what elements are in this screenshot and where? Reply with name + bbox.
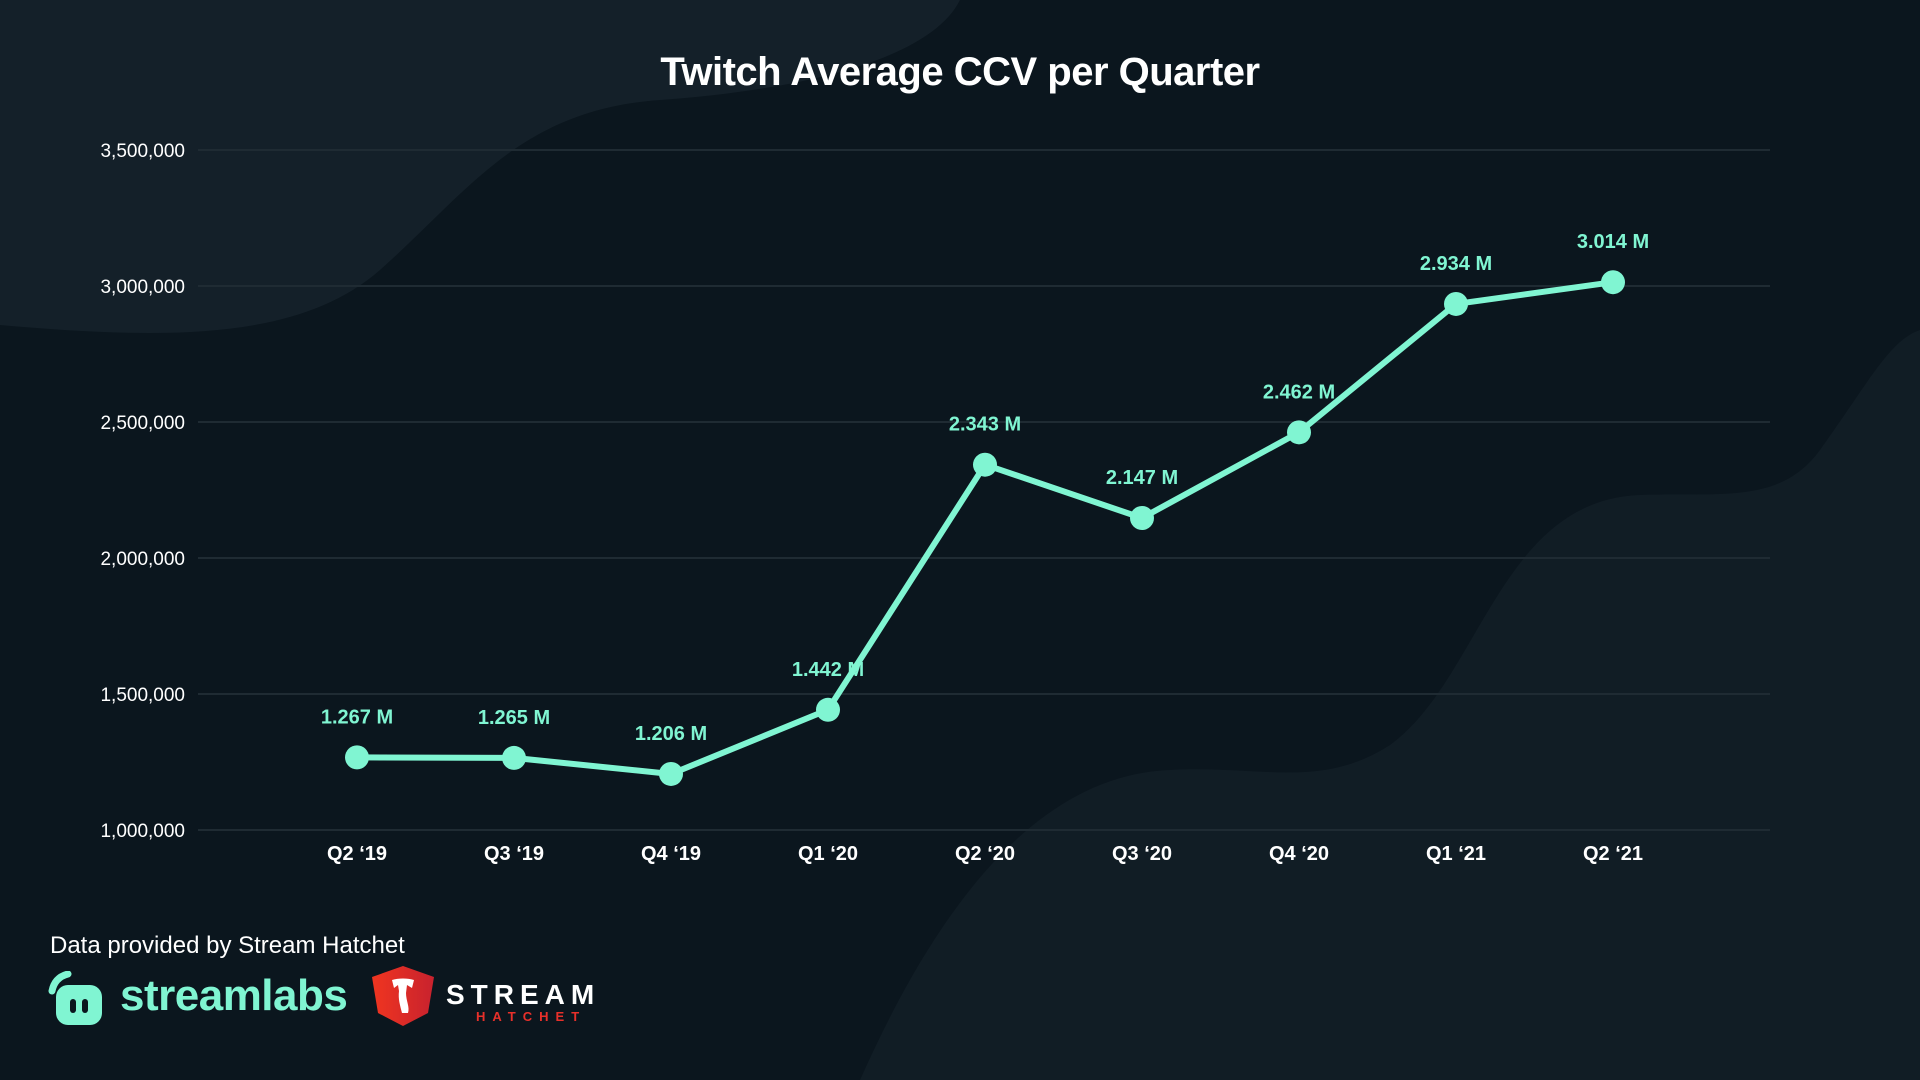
data-label: 2.934 M [1420, 253, 1492, 275]
data-label: 2.343 M [949, 414, 1021, 436]
data-point [1601, 270, 1625, 295]
x-tick-label: Q3 ‘19 [484, 843, 544, 865]
stream-hatchet-logo-text-stream: STREAM [446, 979, 601, 1010]
bg-wave-top-left [0, 0, 960, 333]
data-points [345, 270, 1625, 786]
y-axis-ticks: 1,000,000 1,500,000 2,000,000 2,500,000 3,00… [100, 141, 185, 842]
x-tick-label: Q2 ‘20 [955, 843, 1015, 865]
data-point [1287, 420, 1311, 445]
streamlabs-logo-text: streamlabs [120, 971, 348, 1020]
y-tick-label: 1,000,000 [100, 821, 185, 842]
series-line-layer [356, 279, 1614, 777]
x-tick-label: Q3 ‘20 [1112, 843, 1172, 865]
x-axis-ticks: Q2 ‘19 Q3 ‘19 Q4 ‘19 Q1 ‘20 Q2 ‘20 Q3 ‘20 Q4 ‘… [327, 843, 1643, 865]
data-label: 2.147 M [1106, 467, 1178, 489]
data-point [1130, 506, 1154, 531]
data-point [973, 452, 997, 477]
chart-title: Twitch Average CCV per Quarter [660, 50, 1260, 94]
bg-wave-bottom-right [860, 330, 1920, 1080]
data-point [502, 745, 526, 770]
data-label: 1.442 M [792, 659, 864, 681]
x-tick-label: Q1 ‘21 [1426, 843, 1486, 865]
data-labels: 1.267 M 1.265 M 1.206 M 1.442 M 2.343 M 2.147… [321, 231, 1649, 745]
y-tick-label: 2,500,000 [100, 413, 185, 434]
x-tick-label: Q1 ‘20 [798, 843, 858, 865]
y-tick-label: 1,500,000 [100, 685, 185, 706]
data-label: 3.014 M [1577, 231, 1649, 253]
data-label: 1.206 M [635, 723, 707, 745]
y-tick-label: 3,000,000 [100, 277, 185, 298]
data-point [816, 697, 840, 722]
data-label: 2.462 M [1263, 381, 1335, 403]
data-label: 1.265 M [478, 707, 550, 729]
gridlines [198, 149, 1770, 831]
data-source-note: Data provided by Stream Hatchet [50, 932, 405, 959]
data-point [345, 745, 369, 770]
stream-hatchet-logo-text-hatchet: HATCHET [476, 1009, 587, 1024]
streamlabs-logo-icon [48, 971, 102, 1025]
data-label: 1.267 M [321, 706, 393, 728]
x-tick-label: Q2 ‘21 [1583, 843, 1643, 865]
series-line [356, 279, 1614, 777]
x-tick-label: Q4 ‘20 [1269, 843, 1329, 865]
x-tick-label: Q2 ‘19 [327, 843, 387, 865]
footer-logos: streamlabs STREAM HATCHET [44, 965, 644, 1035]
y-tick-label: 2,000,000 [100, 549, 185, 570]
stream-hatchet-logo-icon [372, 966, 434, 1026]
x-tick-label: Q4 ‘19 [641, 843, 701, 865]
y-tick-label: 3,500,000 [100, 141, 185, 162]
data-point [659, 761, 683, 786]
data-point [1444, 291, 1468, 316]
